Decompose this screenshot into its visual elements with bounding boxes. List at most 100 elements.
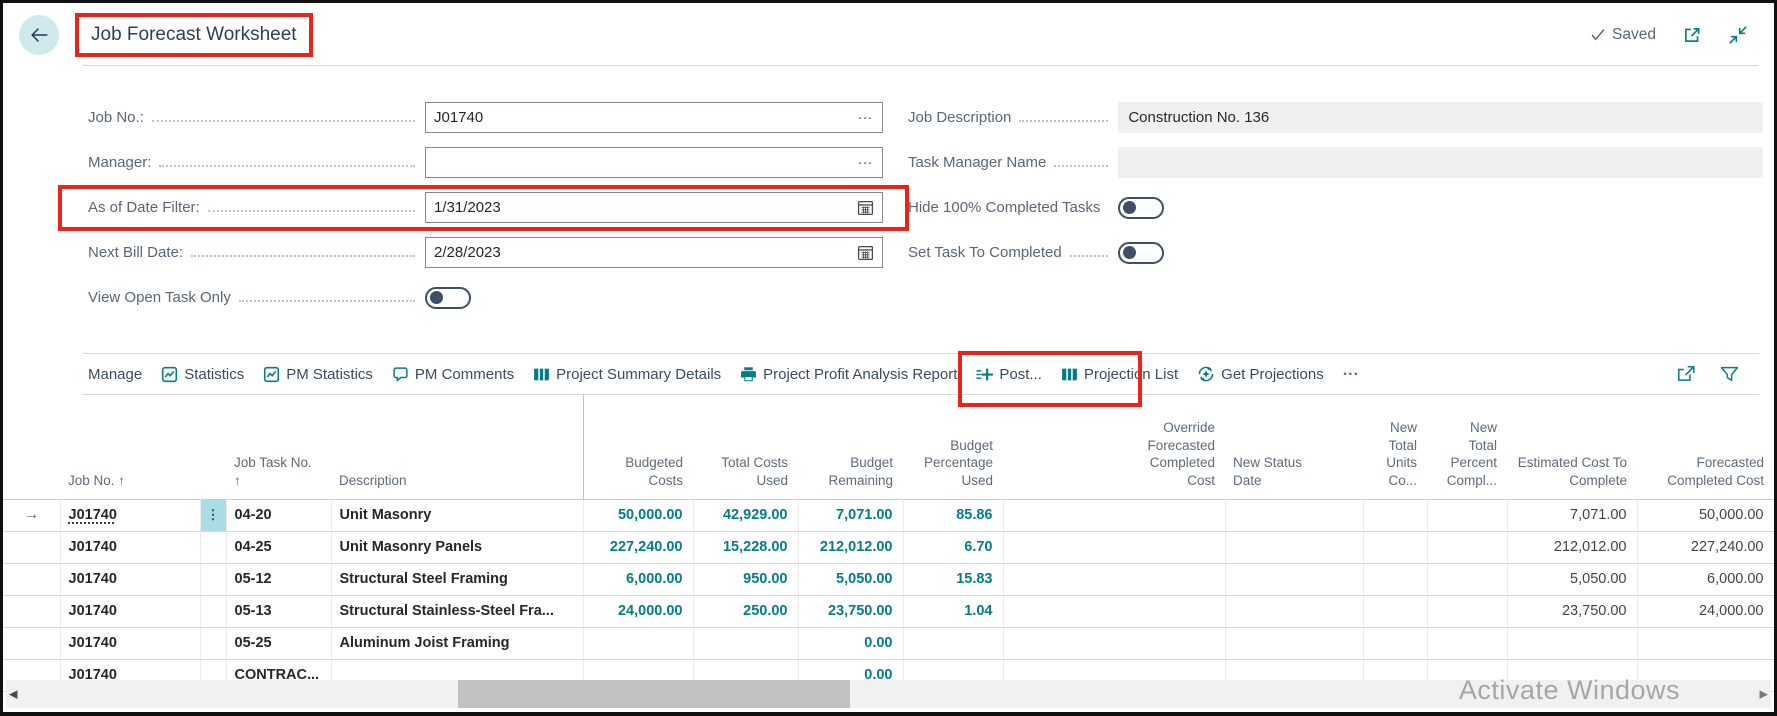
calendar-icon[interactable]: [857, 244, 874, 261]
manage-button[interactable]: Manage: [88, 365, 143, 383]
statistics-button[interactable]: Statistics: [161, 366, 244, 383]
post-button[interactable]: Post...: [958, 350, 1143, 407]
cell-job_task_no[interactable]: 05-13: [226, 595, 332, 628]
pm-comments-button[interactable]: PM Comments: [392, 366, 514, 383]
cell-new_total_percent_compl[interactable]: [1427, 563, 1508, 596]
cell-new_status_date[interactable]: [1225, 499, 1364, 532]
cell-new_total_units_co[interactable]: [1363, 563, 1428, 596]
pm-statistics-button[interactable]: PM Statistics: [263, 366, 373, 383]
cell-new_total_units_co[interactable]: [1363, 499, 1428, 532]
more-options-button[interactable]: ...: [1342, 362, 1360, 379]
cell-budget_percentage_used[interactable]: 15.83: [903, 563, 1004, 596]
assist-edit-icon[interactable]: …: [857, 105, 874, 123]
next-bill-date-input[interactable]: 2/28/2023: [425, 237, 883, 268]
cell-description[interactable]: Unit Masonry Panels: [331, 531, 584, 564]
assist-edit-icon[interactable]: …: [857, 150, 874, 168]
cell-job_no[interactable]: J01740: [60, 595, 201, 628]
cell-override_forecasted_completed_cost[interactable]: [1003, 627, 1226, 660]
row-options-icon[interactable]: ⋮: [200, 499, 227, 532]
cell-job_task_no[interactable]: 04-20: [226, 499, 332, 532]
cell-job_no[interactable]: J01740: [60, 563, 201, 596]
cell-description[interactable]: Structural Stainless-Steel Fra...: [331, 595, 584, 628]
cell-job_task_no[interactable]: 05-12: [226, 563, 332, 596]
cell-estimated_cost_to_complete[interactable]: 212,012.00: [1507, 531, 1638, 564]
column-header-job_no[interactable]: Job No. ↑: [68, 472, 126, 488]
column-header-override_forecasted_completed_cost[interactable]: Override Forecasted Completed Cost: [1147, 420, 1215, 488]
filter-button[interactable]: [1720, 366, 1739, 383]
cell-forecasted_completed_cost[interactable]: 6,000.00: [1637, 563, 1774, 596]
cell-override_forecasted_completed_cost[interactable]: [1003, 563, 1226, 596]
cell-budgeted_costs[interactable]: 24,000.00: [582, 595, 694, 628]
cell-new_status_date[interactable]: [1225, 627, 1364, 660]
cell-job_task_no[interactable]: 04-25: [226, 531, 332, 564]
cell-menu[interactable]: [200, 627, 227, 660]
cell-new_total_percent_compl[interactable]: [1427, 595, 1508, 628]
hide-100-completed-tasks-toggle[interactable]: [1118, 196, 1165, 219]
cell-new_total_units_co[interactable]: [1363, 595, 1428, 628]
cell-new_total_percent_compl[interactable]: [1427, 627, 1508, 660]
cell-budget_remaining[interactable]: 7,071.00: [798, 499, 904, 532]
cell-override_forecasted_completed_cost[interactable]: [1003, 499, 1226, 532]
cell-forecasted_completed_cost[interactable]: 227,240.00: [1637, 531, 1774, 564]
cell-total_costs_used[interactable]: [693, 627, 799, 660]
cell-menu[interactable]: [200, 563, 227, 596]
table-row[interactable]: J01740 04-25 Unit Masonry Panels 227,240.00…: [3, 531, 1774, 564]
cell-forecasted_completed_cost[interactable]: 24,000.00: [1637, 595, 1774, 628]
projection-list-button[interactable]: Projection List: [1061, 366, 1178, 383]
cell-new_total_percent_compl[interactable]: [1427, 531, 1508, 564]
table-row[interactable]: J01740 05-13 Structural Stainless-Steel Fr…: [3, 595, 1774, 628]
cell-estimated_cost_to_complete[interactable]: 7,071.00: [1507, 499, 1638, 532]
cell-forecasted_completed_cost[interactable]: 50,000.00: [1637, 499, 1774, 532]
open-in-new-window-button[interactable]: [1682, 25, 1702, 45]
column-header-budgeted_costs[interactable]: Budgeted Costs: [582, 395, 693, 499]
scroll-right-arrow-icon[interactable]: ▶: [1759, 688, 1768, 701]
cell-new_status_date[interactable]: [1225, 531, 1364, 564]
column-header-description[interactable]: Description: [339, 472, 407, 488]
set-task-to-completed-toggle[interactable]: [1118, 241, 1165, 264]
cell-total_costs_used[interactable]: 15,228.00: [693, 531, 799, 564]
cell-new_status_date[interactable]: [1225, 595, 1364, 628]
cell-total_costs_used[interactable]: 950.00: [693, 563, 799, 596]
cell-job_no[interactable]: J01740: [60, 531, 201, 564]
collapse-button[interactable]: [1728, 25, 1748, 45]
job-no-input[interactable]: J01740 …: [425, 102, 883, 133]
cell-budget_remaining[interactable]: 0.00: [798, 627, 904, 660]
column-header-job_task_no[interactable]: Job Task No. ↑: [234, 455, 312, 488]
table-row[interactable]: J01740 05-25 Aluminum Joist Framing 0.00: [3, 627, 1774, 660]
table-row[interactable]: → J01740 ⋮ 04-20 Unit Masonry 50,000.00 42,929…: [3, 499, 1774, 532]
calendar-icon[interactable]: [857, 199, 874, 216]
project-summary-details-button[interactable]: Project Summary Details: [533, 366, 721, 383]
cell-description[interactable]: Aluminum Joist Framing: [331, 627, 584, 660]
scroll-left-arrow-icon[interactable]: ◀: [9, 688, 18, 701]
cell-budget_percentage_used[interactable]: [903, 627, 1004, 660]
get-projections-button[interactable]: Get Projections: [1197, 365, 1324, 383]
cell-estimated_cost_to_complete[interactable]: 5,050.00: [1507, 563, 1638, 596]
cell-budget_remaining[interactable]: 23,750.00: [798, 595, 904, 628]
cell-description[interactable]: Structural Steel Framing: [331, 563, 584, 596]
cell-new_total_units_co[interactable]: [1363, 627, 1428, 660]
cell-forecasted_completed_cost[interactable]: [1637, 627, 1774, 660]
cell-budget_percentage_used[interactable]: 1.04: [903, 595, 1004, 628]
table-row[interactable]: J01740 05-12 Structural Steel Framing 6,000…: [3, 563, 1774, 596]
cell-description[interactable]: Unit Masonry: [331, 499, 584, 532]
scrollbar-thumb[interactable]: [458, 680, 850, 708]
cell-budget_percentage_used[interactable]: 85.86: [903, 499, 1004, 532]
cell-total_costs_used[interactable]: 42,929.00: [693, 499, 799, 532]
cell-new_status_date[interactable]: [1225, 563, 1364, 596]
cell-budget_remaining[interactable]: 5,050.00: [798, 563, 904, 596]
column-header-new_total_percent_compl[interactable]: New Total Percent Compl...: [1446, 420, 1497, 488]
column-header-forecasted_completed_cost[interactable]: Forecasted Completed Cost: [1667, 455, 1764, 488]
cell-new_total_units_co[interactable]: [1363, 531, 1428, 564]
column-header-estimated_cost_to_complete[interactable]: Estimated Cost To Complete: [1517, 455, 1627, 488]
cell-budget_percentage_used[interactable]: 6.70: [903, 531, 1004, 564]
cell-budget_remaining[interactable]: 212,012.00: [798, 531, 904, 564]
back-button[interactable]: [19, 15, 59, 55]
cell-estimated_cost_to_complete[interactable]: 23,750.00: [1507, 595, 1638, 628]
cell-estimated_cost_to_complete[interactable]: [1507, 627, 1638, 660]
column-header-budget_percentage_used[interactable]: Budget Percentage Used: [923, 437, 993, 488]
cell-budgeted_costs[interactable]: 6,000.00: [582, 563, 694, 596]
column-header-new_status_date[interactable]: New Status Date: [1233, 455, 1303, 488]
cell-menu[interactable]: [200, 595, 227, 628]
project-profit-analysis-report-button[interactable]: Project Profit Analysis Report: [740, 366, 957, 383]
cell-override_forecasted_completed_cost[interactable]: [1003, 595, 1226, 628]
